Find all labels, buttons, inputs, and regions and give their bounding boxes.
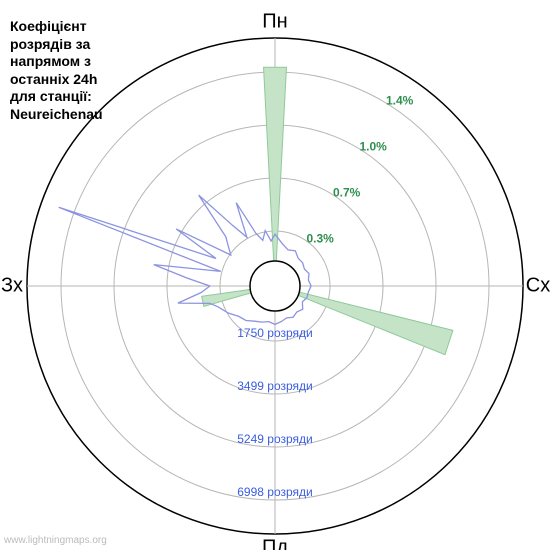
ratio-bin xyxy=(298,292,453,355)
cardinal-east: Сх xyxy=(526,275,550,298)
count-label: 1750 розряди xyxy=(237,326,313,340)
cardinal-south: Пд xyxy=(262,537,288,550)
pct-label: 0.3% xyxy=(307,231,335,245)
pct-label: 1.4% xyxy=(386,94,414,108)
pct-label: 1.0% xyxy=(360,140,388,154)
center-disc xyxy=(250,261,300,311)
count-label: 5249 розряди xyxy=(237,432,313,446)
cardinal-north: Пн xyxy=(262,11,287,34)
chart-stage: 0.3% 0.7% 1.0% 1.4% 1750 розряди 3499 розряди… xyxy=(0,0,550,550)
pct-label: 0.7% xyxy=(333,185,361,199)
count-label: 6998 розряди xyxy=(237,485,313,499)
footer-credit: www.lightningmaps.org xyxy=(4,535,107,546)
cardinal-west: Зх xyxy=(1,275,23,298)
chart-title: Коефіцієнт розрядів за напрямом з останн… xyxy=(10,18,103,123)
count-label: 3499 розряди xyxy=(237,379,313,393)
